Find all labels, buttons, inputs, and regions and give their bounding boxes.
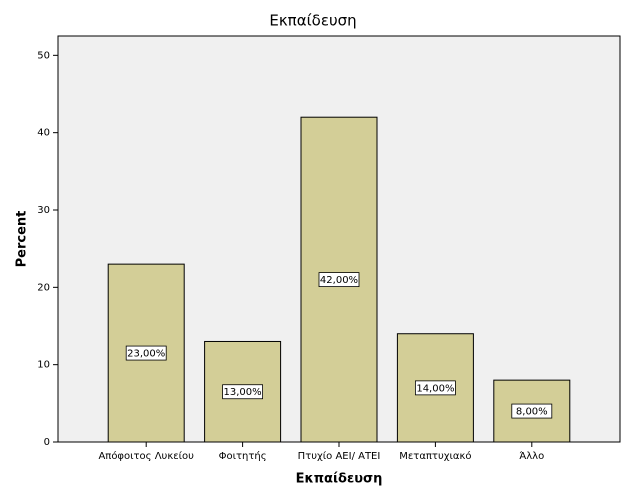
chart-title: Εκπαίδευση [269,12,356,30]
value-label: 8,00% [516,407,548,418]
x-tick-label: Μεταπτυχιακό [399,450,471,462]
value-label-box [125,345,167,361]
y-tick-label: 10 [37,360,50,371]
y-tick-label: 30 [37,205,50,216]
value-label-box [318,272,360,288]
y-tick-label: 50 [37,50,50,61]
x-tick-label: Φοιτητής [219,450,267,462]
value-label: 23,00% [127,349,165,360]
y-tick-label: 40 [37,128,50,139]
y-tick-label: 20 [37,282,50,293]
y-axis-label: Percent [15,211,30,268]
value-label-box [414,380,456,396]
value-label: 14,00% [416,383,454,394]
x-tick-label: Απόφοιτος Λυκείου [98,450,194,462]
value-label: 42,00% [320,275,358,286]
value-label-box [222,384,264,400]
x-tick-label: Πτυχίο ΑΕΙ/ ΑΤΕΙ [298,450,381,462]
y-tick-label: 0 [44,437,50,448]
value-label-box [511,403,553,419]
x-axis-label: Εκπαίδευση [296,472,383,487]
x-tick-label: Άλλο [519,450,544,462]
value-label: 13,00% [224,387,262,398]
